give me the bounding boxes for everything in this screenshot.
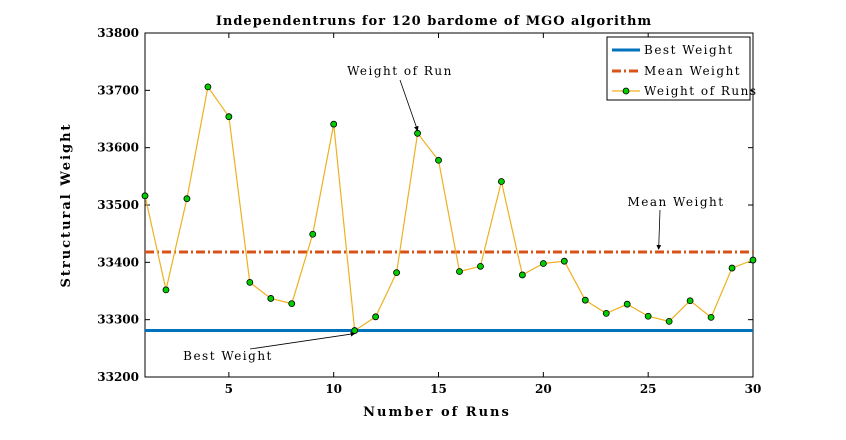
run-point — [749, 256, 757, 264]
legend-label-best: Best Weight — [644, 43, 734, 57]
run-point — [183, 195, 191, 203]
run-point — [539, 260, 547, 267]
series-group — [141, 83, 757, 334]
run-point — [141, 192, 149, 200]
x-tick-label: 20 — [535, 382, 552, 396]
run-point — [372, 313, 380, 321]
run-point — [623, 300, 631, 308]
x-tick-label: 15 — [430, 382, 447, 396]
run-point — [477, 262, 484, 270]
run-point — [309, 230, 317, 238]
y-tick-label: 33300 — [97, 313, 139, 327]
run-point — [518, 271, 526, 279]
y-axis: 33200 33300 33400 33500 33600 33700 33800 — [97, 26, 753, 384]
legend: Best Weight Mean Weight Weight of Runs — [606, 36, 757, 101]
run-point — [686, 297, 694, 305]
y-tick-label: 33800 — [97, 26, 139, 40]
run-point — [435, 156, 442, 164]
annotations: Weight of Run Mean Weight Best Weight — [183, 64, 724, 363]
run-point — [330, 120, 338, 128]
y-tick-label: 33700 — [97, 83, 139, 97]
run-point — [393, 269, 400, 277]
run-point — [644, 312, 652, 320]
run-point — [288, 300, 296, 308]
run-point — [602, 309, 610, 317]
y-tick-label: 33600 — [97, 141, 139, 155]
run-point — [204, 83, 212, 91]
run-point — [707, 313, 715, 321]
x-tick-label: 5 — [225, 382, 233, 396]
annotation-arrow — [399, 79, 419, 132]
y-tick-label: 33500 — [97, 198, 139, 212]
annotation-arrow — [656, 209, 662, 250]
legend-marker-runs — [622, 87, 630, 95]
runs-line — [144, 85, 754, 332]
run-point — [162, 286, 170, 294]
run-point — [456, 268, 463, 275]
run-point — [498, 178, 505, 185]
run-point — [225, 113, 233, 121]
annotation-arrow — [249, 331, 356, 350]
x-tick-label: 30 — [745, 382, 762, 396]
y-tick-label: 33400 — [97, 255, 139, 269]
run-point — [414, 129, 421, 137]
annotation-label: Best Weight — [183, 349, 273, 363]
run-point — [246, 278, 254, 286]
x-axis: 5 10 15 20 25 30 — [225, 33, 762, 396]
y-axis-label: Structural Weight — [59, 122, 74, 287]
chart-title: Independentruns for 120 bardome of MGO a… — [216, 14, 652, 29]
run-point — [728, 264, 736, 272]
annotation-label: Mean Weight — [627, 195, 724, 209]
legend-label-runs: Weight of Runs — [644, 84, 757, 98]
run-point — [581, 296, 589, 304]
legend-box — [606, 36, 751, 101]
run-point — [267, 295, 275, 302]
y-tick-label: 33200 — [97, 370, 139, 384]
run-point — [560, 257, 568, 265]
x-axis-label: Number of Runs — [363, 405, 511, 420]
run-point — [665, 317, 673, 325]
annotation-label: Weight of Run — [347, 64, 453, 78]
x-tick-label: 25 — [640, 382, 657, 396]
run-point — [351, 327, 359, 334]
x-tick-label: 10 — [325, 382, 342, 396]
legend-label-mean: Mean Weight — [644, 64, 741, 78]
